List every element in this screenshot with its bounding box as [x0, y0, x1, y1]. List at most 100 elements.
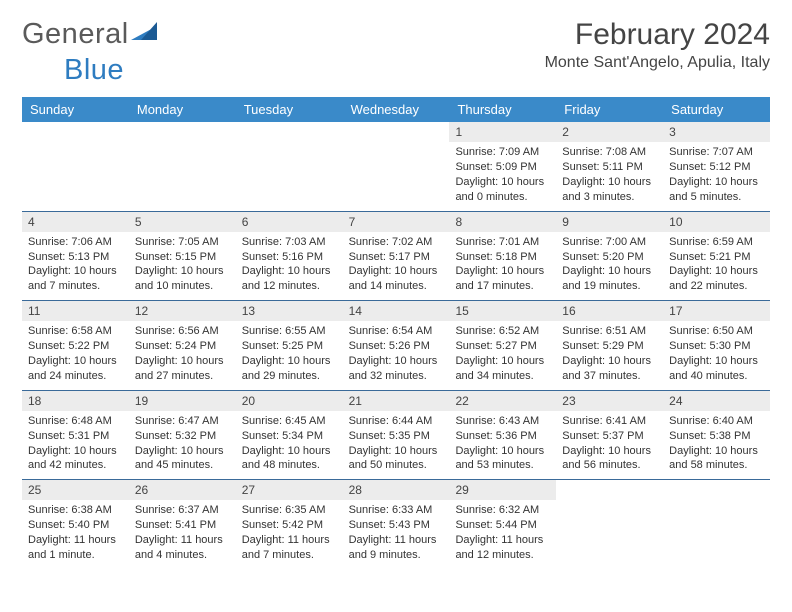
day-sunset: Sunset: 5:27 PM	[455, 339, 550, 354]
brand-logo: General	[22, 18, 157, 51]
empty-cell	[343, 122, 450, 211]
day-sunset: Sunset: 5:34 PM	[242, 429, 337, 444]
day-day1: Daylight: 10 hours	[669, 264, 764, 279]
day-day1: Daylight: 10 hours	[135, 354, 230, 369]
day-body: Sunrise: 7:01 AMSunset: 5:18 PMDaylight:…	[449, 232, 556, 300]
empty-cell	[556, 480, 663, 569]
day-cell: 29Sunrise: 6:32 AMSunset: 5:44 PMDayligh…	[449, 480, 556, 569]
day-number: 20	[236, 391, 343, 411]
day-body: Sunrise: 6:58 AMSunset: 5:22 PMDaylight:…	[22, 321, 129, 389]
day-sunset: Sunset: 5:12 PM	[669, 160, 764, 175]
day-cell: 23Sunrise: 6:41 AMSunset: 5:37 PMDayligh…	[556, 391, 663, 480]
day-number: 16	[556, 301, 663, 321]
day-number: 12	[129, 301, 236, 321]
day-day1: Daylight: 10 hours	[562, 264, 657, 279]
day-number: 25	[22, 480, 129, 500]
day-number: 6	[236, 212, 343, 232]
day-day1: Daylight: 10 hours	[242, 354, 337, 369]
day-day2: and 56 minutes.	[562, 458, 657, 473]
day-sunset: Sunset: 5:25 PM	[242, 339, 337, 354]
day-number: 29	[449, 480, 556, 500]
day-number: 13	[236, 301, 343, 321]
day-day2: and 48 minutes.	[242, 458, 337, 473]
weeks-container: 1Sunrise: 7:09 AMSunset: 5:09 PMDaylight…	[22, 122, 770, 569]
day-sunrise: Sunrise: 6:52 AM	[455, 324, 550, 339]
weekday-header: Saturday	[663, 97, 770, 122]
day-cell: 28Sunrise: 6:33 AMSunset: 5:43 PMDayligh…	[343, 480, 450, 569]
day-cell: 21Sunrise: 6:44 AMSunset: 5:35 PMDayligh…	[343, 391, 450, 480]
day-sunrise: Sunrise: 6:58 AM	[28, 324, 123, 339]
day-day1: Daylight: 10 hours	[455, 354, 550, 369]
day-cell: 4Sunrise: 7:06 AMSunset: 5:13 PMDaylight…	[22, 212, 129, 301]
day-number: 15	[449, 301, 556, 321]
day-sunrise: Sunrise: 6:33 AM	[349, 503, 444, 518]
day-sunset: Sunset: 5:21 PM	[669, 250, 764, 265]
day-body: Sunrise: 7:05 AMSunset: 5:15 PMDaylight:…	[129, 232, 236, 300]
day-sunrise: Sunrise: 6:44 AM	[349, 414, 444, 429]
day-body: Sunrise: 6:38 AMSunset: 5:40 PMDaylight:…	[22, 500, 129, 568]
day-sunrise: Sunrise: 6:40 AM	[669, 414, 764, 429]
day-sunset: Sunset: 5:20 PM	[562, 250, 657, 265]
day-cell: 24Sunrise: 6:40 AMSunset: 5:38 PMDayligh…	[663, 391, 770, 480]
day-day2: and 50 minutes.	[349, 458, 444, 473]
week-row: 1Sunrise: 7:09 AMSunset: 5:09 PMDaylight…	[22, 122, 770, 211]
weekday-header-row: SundayMondayTuesdayWednesdayThursdayFrid…	[22, 97, 770, 122]
brand-triangle-icon	[131, 22, 157, 45]
day-day2: and 17 minutes.	[455, 279, 550, 294]
week-row: 11Sunrise: 6:58 AMSunset: 5:22 PMDayligh…	[22, 300, 770, 390]
day-day2: and 19 minutes.	[562, 279, 657, 294]
day-cell: 20Sunrise: 6:45 AMSunset: 5:34 PMDayligh…	[236, 391, 343, 480]
day-day1: Daylight: 10 hours	[455, 444, 550, 459]
day-number: 27	[236, 480, 343, 500]
day-sunset: Sunset: 5:40 PM	[28, 518, 123, 533]
empty-cell	[22, 122, 129, 211]
weekday-header: Friday	[556, 97, 663, 122]
day-body: Sunrise: 7:00 AMSunset: 5:20 PMDaylight:…	[556, 232, 663, 300]
day-cell: 18Sunrise: 6:48 AMSunset: 5:31 PMDayligh…	[22, 391, 129, 480]
day-cell: 3Sunrise: 7:07 AMSunset: 5:12 PMDaylight…	[663, 122, 770, 211]
weekday-header: Tuesday	[236, 97, 343, 122]
day-number: 7	[343, 212, 450, 232]
day-sunset: Sunset: 5:44 PM	[455, 518, 550, 533]
day-day2: and 58 minutes.	[669, 458, 764, 473]
day-cell: 1Sunrise: 7:09 AMSunset: 5:09 PMDaylight…	[449, 122, 556, 211]
day-sunrise: Sunrise: 6:35 AM	[242, 503, 337, 518]
day-day1: Daylight: 11 hours	[349, 533, 444, 548]
day-number: 28	[343, 480, 450, 500]
day-day2: and 22 minutes.	[669, 279, 764, 294]
day-number: 8	[449, 212, 556, 232]
day-day2: and 40 minutes.	[669, 369, 764, 384]
day-sunset: Sunset: 5:11 PM	[562, 160, 657, 175]
day-day1: Daylight: 10 hours	[349, 264, 444, 279]
day-number: 4	[22, 212, 129, 232]
day-number: 19	[129, 391, 236, 411]
day-day1: Daylight: 10 hours	[242, 444, 337, 459]
day-sunset: Sunset: 5:09 PM	[455, 160, 550, 175]
day-number: 10	[663, 212, 770, 232]
day-day1: Daylight: 10 hours	[562, 175, 657, 190]
week-row: 4Sunrise: 7:06 AMSunset: 5:13 PMDaylight…	[22, 211, 770, 301]
day-sunrise: Sunrise: 6:47 AM	[135, 414, 230, 429]
day-number: 3	[663, 122, 770, 142]
day-sunset: Sunset: 5:13 PM	[28, 250, 123, 265]
day-day2: and 29 minutes.	[242, 369, 337, 384]
day-body: Sunrise: 6:47 AMSunset: 5:32 PMDaylight:…	[129, 411, 236, 479]
day-day1: Daylight: 11 hours	[135, 533, 230, 548]
day-sunrise: Sunrise: 7:00 AM	[562, 235, 657, 250]
day-body: Sunrise: 6:56 AMSunset: 5:24 PMDaylight:…	[129, 321, 236, 389]
day-day2: and 37 minutes.	[562, 369, 657, 384]
day-body: Sunrise: 6:45 AMSunset: 5:34 PMDaylight:…	[236, 411, 343, 479]
day-number: 14	[343, 301, 450, 321]
week-row: 25Sunrise: 6:38 AMSunset: 5:40 PMDayligh…	[22, 479, 770, 569]
day-day1: Daylight: 10 hours	[28, 354, 123, 369]
day-sunset: Sunset: 5:35 PM	[349, 429, 444, 444]
day-sunset: Sunset: 5:38 PM	[669, 429, 764, 444]
day-number: 21	[343, 391, 450, 411]
day-sunrise: Sunrise: 6:38 AM	[28, 503, 123, 518]
day-cell: 5Sunrise: 7:05 AMSunset: 5:15 PMDaylight…	[129, 212, 236, 301]
day-day1: Daylight: 10 hours	[242, 264, 337, 279]
day-day1: Daylight: 10 hours	[562, 444, 657, 459]
weekday-header: Sunday	[22, 97, 129, 122]
day-day2: and 53 minutes.	[455, 458, 550, 473]
day-day2: and 7 minutes.	[242, 548, 337, 563]
